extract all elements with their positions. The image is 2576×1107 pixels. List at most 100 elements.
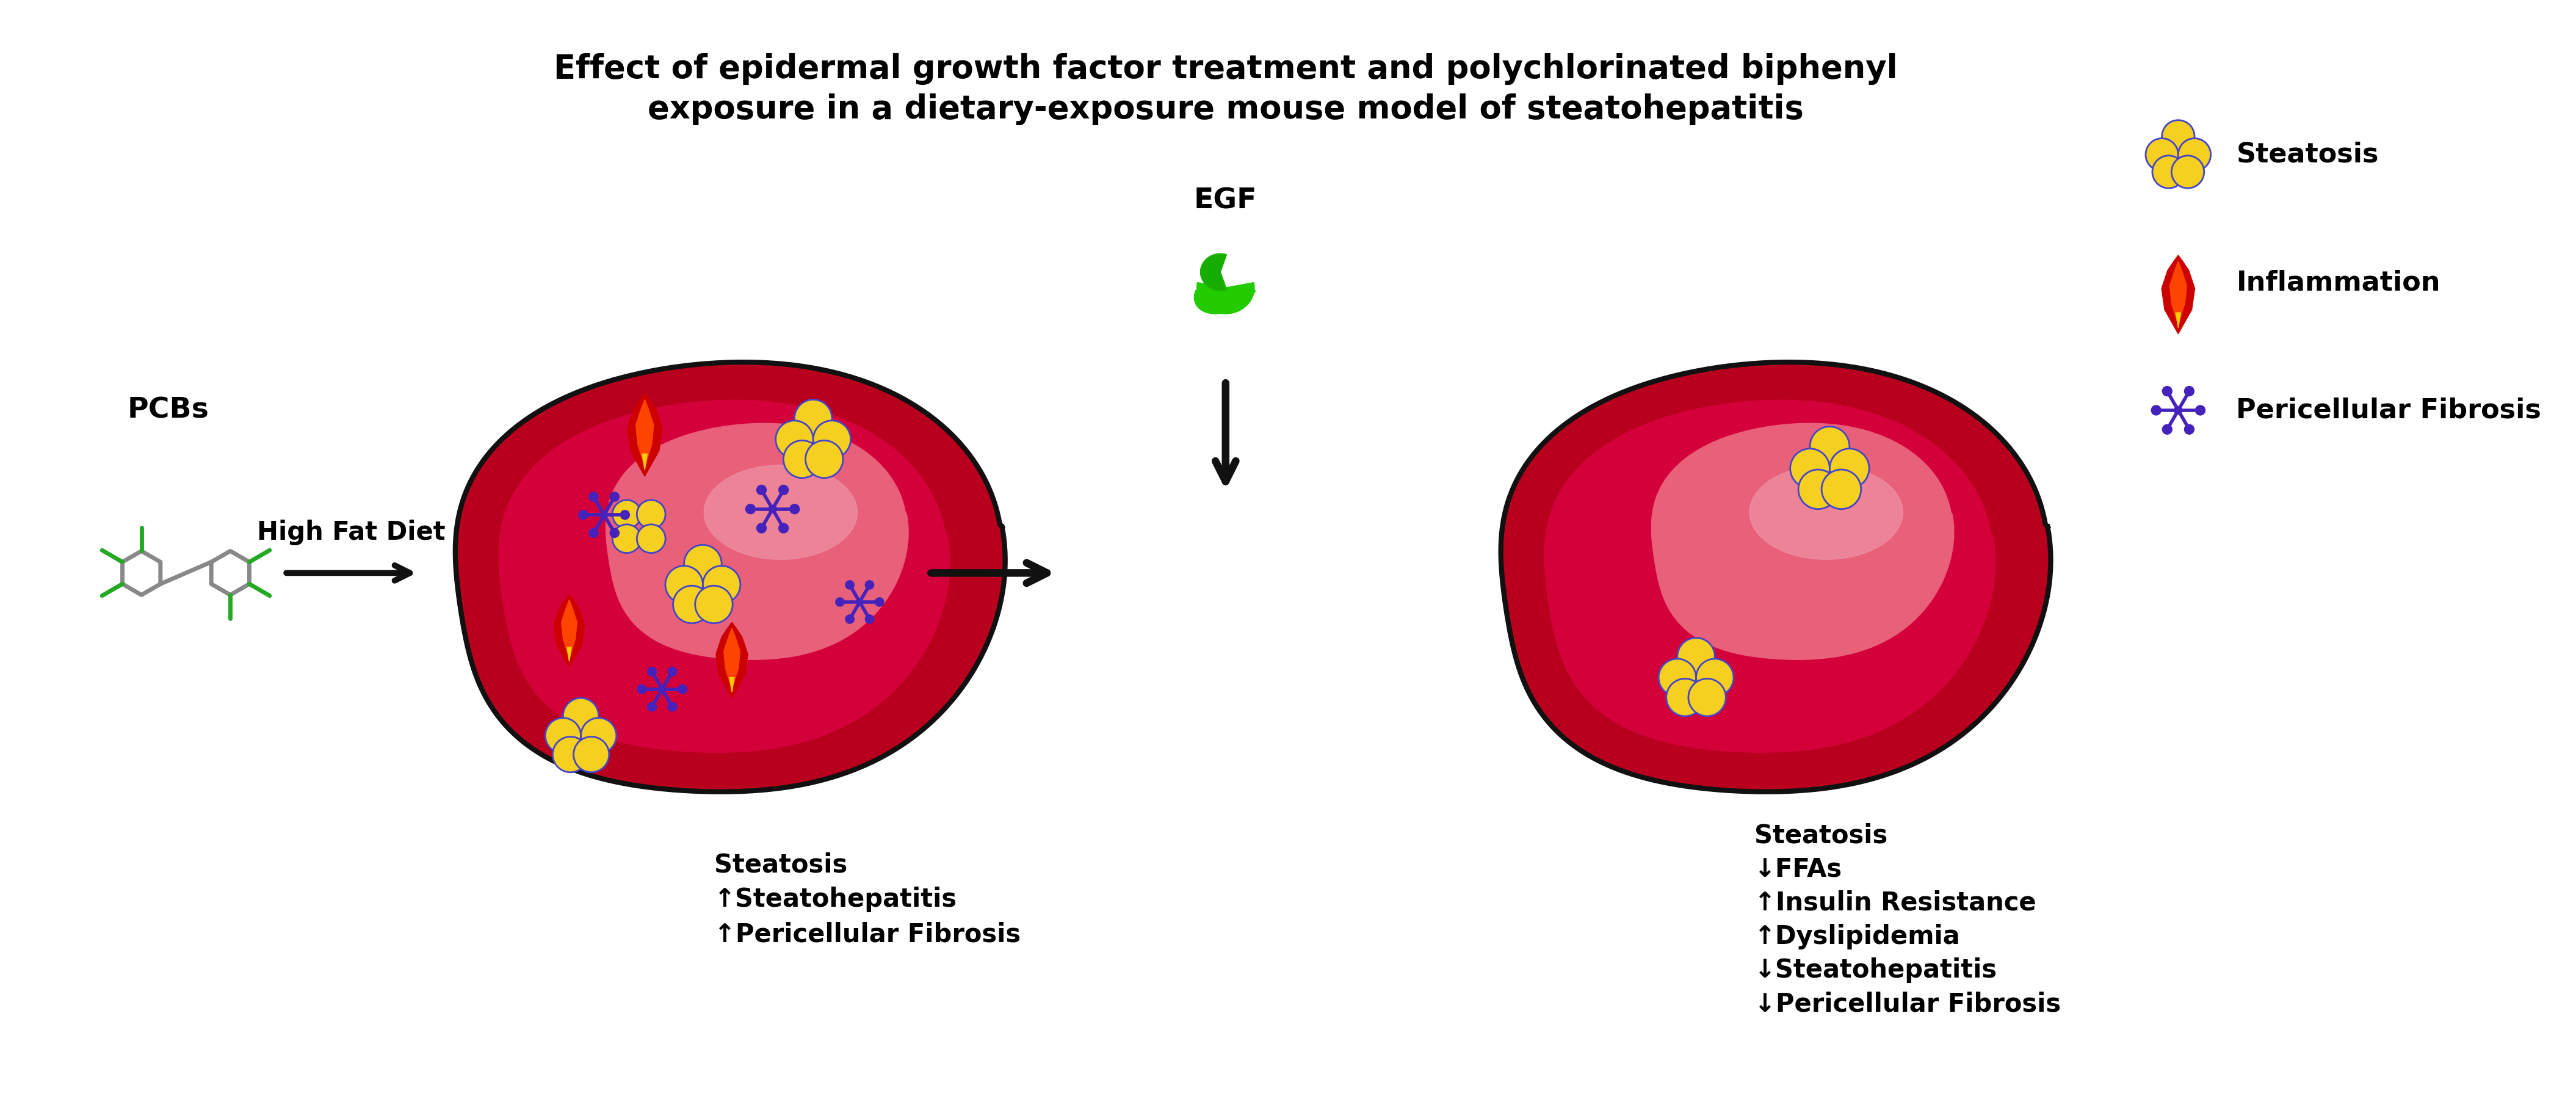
Text: ↓Pericellular Fibrosis: ↓Pericellular Fibrosis	[1754, 991, 2061, 1017]
Circle shape	[636, 685, 647, 694]
Text: ↓Steatohepatitis: ↓Steatohepatitis	[1754, 958, 1996, 983]
Polygon shape	[1195, 290, 1255, 313]
Circle shape	[757, 524, 765, 534]
Circle shape	[1659, 659, 1695, 696]
Circle shape	[611, 528, 618, 538]
Circle shape	[574, 736, 608, 773]
Circle shape	[806, 441, 842, 478]
Circle shape	[1790, 448, 1829, 488]
Polygon shape	[724, 628, 739, 690]
Circle shape	[613, 525, 641, 554]
Text: Pericellular Fibrosis: Pericellular Fibrosis	[2236, 397, 2543, 423]
Polygon shape	[1651, 423, 1953, 660]
Text: ↓FFAs: ↓FFAs	[1754, 857, 1842, 882]
Polygon shape	[729, 677, 734, 692]
Text: Steatosis: Steatosis	[2236, 142, 2378, 168]
Circle shape	[845, 614, 855, 623]
Circle shape	[580, 717, 616, 754]
Circle shape	[1677, 638, 1716, 675]
Text: High Fat Diet: High Fat Diet	[258, 519, 446, 545]
Circle shape	[866, 580, 873, 589]
Polygon shape	[1198, 282, 1255, 313]
Circle shape	[703, 566, 739, 603]
Polygon shape	[456, 362, 1005, 792]
Circle shape	[1667, 679, 1703, 716]
Text: ↑Pericellular Fibrosis: ↑Pericellular Fibrosis	[714, 921, 1020, 948]
Circle shape	[659, 685, 665, 693]
Circle shape	[775, 421, 814, 458]
Circle shape	[667, 668, 677, 676]
Polygon shape	[1200, 254, 1226, 290]
Circle shape	[590, 528, 598, 538]
Polygon shape	[554, 594, 585, 666]
Polygon shape	[1546, 400, 1996, 753]
Circle shape	[793, 400, 832, 437]
Circle shape	[2174, 406, 2182, 414]
Text: ↑Insulin Resistance: ↑Insulin Resistance	[1754, 890, 2035, 915]
Circle shape	[2179, 138, 2210, 170]
Text: ↑Steatohepatitis: ↑Steatohepatitis	[714, 887, 958, 912]
Text: Inflammation: Inflammation	[2236, 269, 2439, 296]
Polygon shape	[2177, 312, 2182, 328]
Circle shape	[845, 580, 855, 589]
Circle shape	[757, 485, 765, 495]
Text: Steatosis: Steatosis	[1754, 823, 1888, 848]
Circle shape	[1829, 448, 1870, 488]
Circle shape	[768, 505, 775, 513]
Circle shape	[696, 586, 732, 623]
Circle shape	[744, 504, 755, 514]
Circle shape	[665, 566, 703, 603]
Circle shape	[685, 545, 721, 582]
Text: Effect of epidermal growth factor treatment and polychlorinated biphenyl: Effect of epidermal growth factor treatm…	[554, 53, 1899, 85]
Circle shape	[2151, 405, 2161, 415]
Circle shape	[2161, 121, 2195, 153]
Circle shape	[2184, 386, 2195, 396]
Polygon shape	[641, 454, 647, 469]
Polygon shape	[636, 400, 654, 467]
Circle shape	[613, 500, 641, 528]
Polygon shape	[567, 648, 572, 661]
Circle shape	[778, 485, 788, 495]
Polygon shape	[500, 400, 951, 753]
Circle shape	[647, 702, 657, 712]
Circle shape	[1811, 426, 1850, 466]
Circle shape	[1821, 469, 1860, 509]
Circle shape	[2161, 425, 2172, 434]
Circle shape	[621, 510, 629, 519]
Polygon shape	[562, 600, 577, 659]
Circle shape	[546, 717, 580, 754]
Circle shape	[647, 668, 657, 676]
Circle shape	[814, 421, 850, 458]
Polygon shape	[2161, 256, 2195, 334]
Circle shape	[667, 702, 677, 712]
Circle shape	[2195, 405, 2205, 415]
Polygon shape	[605, 423, 909, 660]
Text: Steatosis: Steatosis	[714, 852, 848, 878]
Circle shape	[876, 598, 884, 607]
Circle shape	[677, 685, 688, 694]
Ellipse shape	[703, 465, 858, 559]
Circle shape	[564, 699, 598, 734]
Circle shape	[783, 441, 822, 478]
Text: exposure in a dietary-exposure mouse model of steatohepatitis: exposure in a dietary-exposure mouse mod…	[647, 94, 1803, 125]
Circle shape	[636, 500, 665, 528]
Polygon shape	[716, 622, 747, 697]
Polygon shape	[626, 393, 662, 476]
Circle shape	[1798, 469, 1837, 509]
Circle shape	[672, 586, 711, 623]
Circle shape	[580, 510, 587, 519]
Circle shape	[2154, 156, 2184, 188]
Circle shape	[866, 614, 873, 623]
Circle shape	[855, 599, 863, 606]
Circle shape	[2161, 386, 2172, 396]
Circle shape	[1687, 679, 1726, 716]
Text: PCBs: PCBs	[129, 396, 209, 424]
Circle shape	[2172, 156, 2205, 188]
Circle shape	[835, 598, 845, 607]
Circle shape	[611, 493, 618, 501]
Ellipse shape	[1749, 465, 1904, 559]
Text: ↑Dyslipidemia: ↑Dyslipidemia	[1754, 924, 1960, 950]
Circle shape	[636, 525, 665, 554]
Circle shape	[600, 511, 608, 518]
Circle shape	[554, 736, 587, 773]
